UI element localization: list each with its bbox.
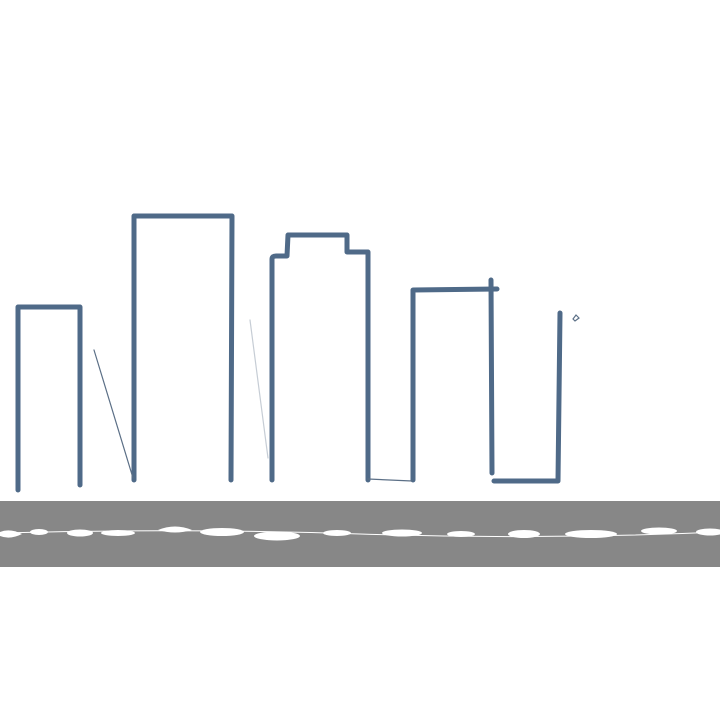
building-6 — [491, 310, 563, 484]
ground-connector — [367, 478, 413, 482]
lane-dash — [254, 531, 300, 541]
lane-dash — [447, 531, 475, 537]
small-mark — [572, 314, 580, 322]
lane-dash — [641, 527, 677, 535]
faint-stroke — [249, 319, 269, 459]
building-2 — [131, 213, 235, 483]
sketch-lines — [93, 314, 580, 482]
lane-dash — [565, 530, 617, 538]
diagonal-stroke — [93, 349, 134, 479]
buildings — [15, 213, 563, 493]
lane-centerline — [0, 530, 720, 538]
building-5 — [488, 277, 495, 476]
lane-dash — [508, 530, 540, 538]
road — [0, 501, 720, 567]
lane-dash — [200, 528, 244, 536]
lane-dash — [67, 529, 93, 537]
building-4 — [410, 286, 500, 483]
lane-dash — [101, 530, 135, 536]
building-3 — [269, 232, 371, 483]
building-1 — [15, 304, 83, 493]
lane-dash — [696, 528, 720, 536]
